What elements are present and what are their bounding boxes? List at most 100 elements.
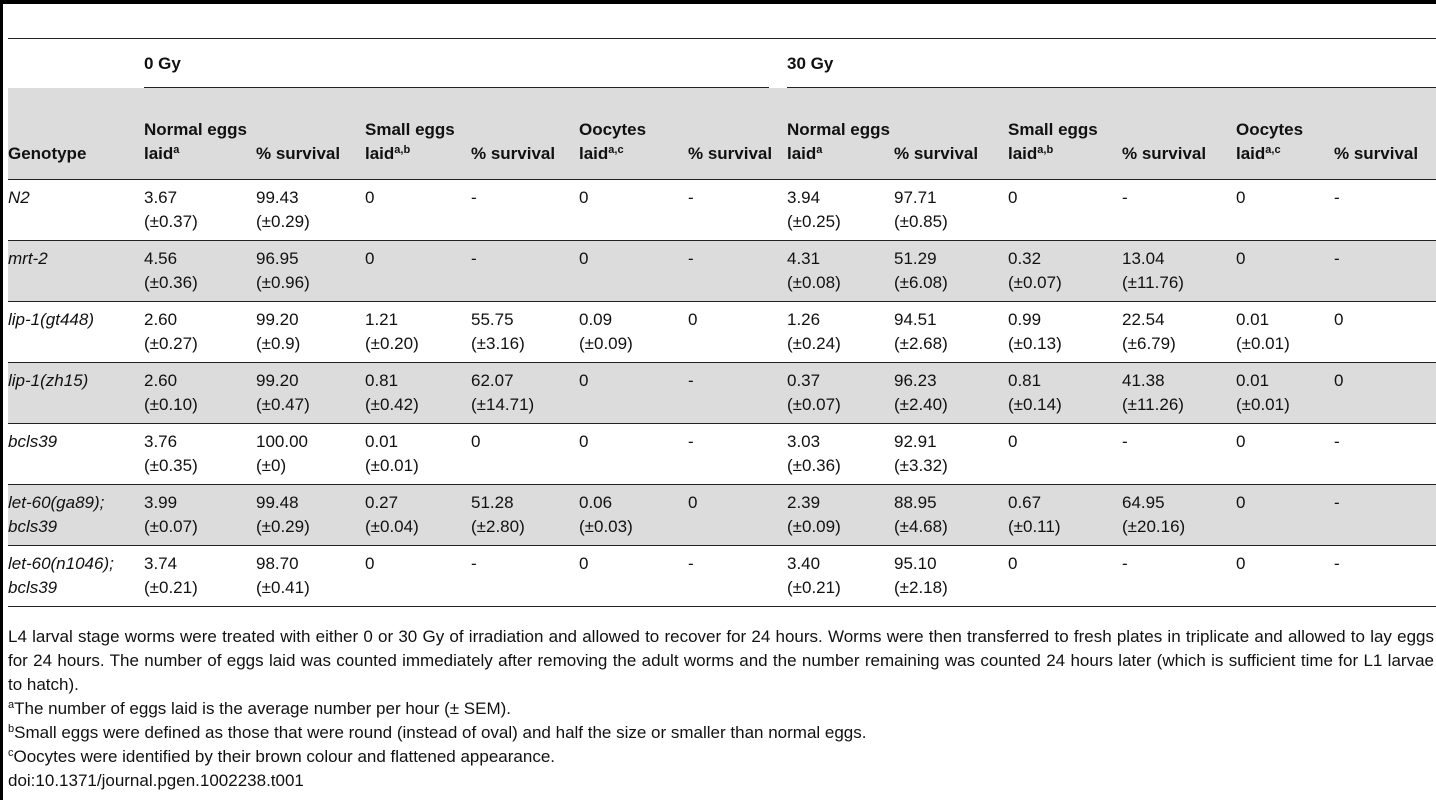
value-cell: 0.06 (±0.03) bbox=[579, 484, 688, 545]
value-cell: 0 bbox=[579, 545, 688, 606]
cell-value: 0 bbox=[579, 553, 589, 573]
col-survival: % survival bbox=[256, 88, 365, 179]
dose-group-0gy: 0 Gy bbox=[144, 54, 181, 73]
cell-value: 3.74 bbox=[144, 553, 178, 573]
cell-value: - bbox=[1334, 187, 1340, 207]
value-cell: 88.95 (±4.68) bbox=[894, 484, 1008, 545]
value-cell: 0 bbox=[688, 301, 787, 362]
cell-sem: (±6.08) bbox=[894, 272, 948, 292]
cell-sem: (±3.32) bbox=[894, 455, 948, 475]
table-row: N2 3.67 (±0.37) 99.43 (±0.29) 0 - 0 - 3.94 (±0.25)… bbox=[8, 179, 1436, 240]
footnote-marker: a,c bbox=[1265, 143, 1281, 156]
cell-value: 0 bbox=[579, 248, 589, 268]
value-cell: 0 bbox=[1236, 484, 1334, 545]
cell-value: 0 bbox=[365, 187, 375, 207]
oocytes-header: Oocytes laid bbox=[579, 119, 647, 163]
value-cell: 0 bbox=[1236, 179, 1334, 240]
footnote-a-text: The number of eggs laid is the average n… bbox=[14, 699, 512, 718]
value-cell: 3.67 (±0.37) bbox=[144, 179, 256, 240]
cell-value: 2.60 bbox=[144, 309, 178, 329]
value-cell: - bbox=[1334, 240, 1436, 301]
cell-value: 0 bbox=[1334, 309, 1344, 329]
col-genotype: Genotype bbox=[8, 88, 144, 179]
footnote-a: aThe number of eggs laid is the average … bbox=[8, 697, 1434, 721]
cell-value: - bbox=[1122, 187, 1128, 207]
cell-value: 0 bbox=[1008, 187, 1018, 207]
cell-value: - bbox=[1334, 248, 1340, 268]
value-cell: 96.23 (±2.40) bbox=[894, 362, 1008, 423]
cell-value: 4.56 bbox=[144, 248, 178, 268]
cell-value: 0 bbox=[1008, 431, 1018, 451]
value-cell: 0 bbox=[579, 179, 688, 240]
value-cell: 2.60 (±0.10) bbox=[144, 362, 256, 423]
cell-sem: (±0.01) bbox=[365, 455, 419, 475]
cell-value: - bbox=[1122, 553, 1128, 573]
footnote-b-marker: b bbox=[8, 723, 15, 735]
cell-value: 0.99 bbox=[1008, 309, 1042, 329]
value-cell: 0.37 (±0.07) bbox=[787, 362, 894, 423]
cell-sem: (±0.36) bbox=[144, 272, 198, 292]
oocytes-header: Oocytes laid bbox=[1236, 119, 1304, 163]
value-cell: 0 bbox=[1008, 179, 1122, 240]
cell-value: 99.48 bbox=[256, 492, 299, 512]
cell-sem: (±0.41) bbox=[256, 577, 310, 597]
cell-value: 0 bbox=[579, 431, 589, 451]
table-row: let-60(ga89); bcls39 3.99 (±0.07) 99.48 (±0.… bbox=[8, 484, 1436, 545]
footnote-marker: a,b bbox=[1037, 143, 1054, 156]
cell-sem: (±0.09) bbox=[579, 333, 633, 353]
value-cell: 0.99 (±0.13) bbox=[1008, 301, 1122, 362]
value-cell: 0.81 (±0.42) bbox=[365, 362, 471, 423]
value-cell: 97.71 (±0.85) bbox=[894, 179, 1008, 240]
cell-value: - bbox=[688, 431, 694, 451]
cell-sem: (±0.13) bbox=[1008, 333, 1062, 353]
genotype-cell: let-60(ga89); bcls39 bbox=[8, 492, 105, 536]
cell-sem: (±0.04) bbox=[365, 516, 419, 536]
value-cell: 3.40 (±0.21) bbox=[787, 545, 894, 606]
cell-value: 0.37 bbox=[787, 370, 821, 390]
cell-value: 22.54 bbox=[1122, 309, 1165, 329]
cell-sem: (±0.37) bbox=[144, 211, 198, 231]
value-cell: 95.10 (±2.18) bbox=[894, 545, 1008, 606]
survival-header: % survival bbox=[1122, 143, 1207, 163]
col-oocytes-30gy: Oocytes laida,c bbox=[1236, 88, 1334, 179]
cell-value: 0.06 bbox=[579, 492, 613, 512]
cell-value: - bbox=[688, 553, 694, 573]
cell-sem: (±11.76) bbox=[1122, 272, 1184, 292]
doi-link[interactable]: doi:10.1371/journal.pgen.1002238.t001 bbox=[8, 771, 304, 790]
value-cell: 0.32 (±0.07) bbox=[1008, 240, 1122, 301]
cell-value: 0 bbox=[471, 431, 481, 451]
cell-sem: (±0) bbox=[256, 455, 287, 475]
value-cell: - bbox=[471, 240, 579, 301]
table-body: N2 3.67 (±0.37) 99.43 (±0.29) 0 - 0 - 3.94 (±0.25)… bbox=[8, 179, 1436, 606]
cell-value: 41.38 bbox=[1122, 370, 1165, 390]
genotype-cell: lip-1(gt448) bbox=[8, 309, 94, 329]
cell-sem: (±0.09) bbox=[787, 516, 841, 536]
value-cell: 2.39 (±0.09) bbox=[787, 484, 894, 545]
cell-value: 0.81 bbox=[1008, 370, 1042, 390]
value-cell: 1.26 (±0.24) bbox=[787, 301, 894, 362]
cell-value: 51.28 bbox=[471, 492, 514, 512]
table-top-rule bbox=[8, 38, 1436, 39]
value-cell: 0.67 (±0.11) bbox=[1008, 484, 1122, 545]
cell-value: - bbox=[688, 187, 694, 207]
cell-value: 2.60 bbox=[144, 370, 178, 390]
cell-sem: (±6.79) bbox=[1122, 333, 1176, 353]
survival-header: % survival bbox=[256, 143, 341, 163]
value-cell: 94.51 (±2.68) bbox=[894, 301, 1008, 362]
cell-value: 51.29 bbox=[894, 248, 937, 268]
footnote-c: cOocytes were identified by their brown … bbox=[8, 745, 1434, 769]
cell-sem: (±2.40) bbox=[894, 394, 948, 414]
survival-header: % survival bbox=[894, 143, 979, 163]
table-row: bcls39 3.76 (±0.35) 100.00 (±0) 0.01 (±0.01) 0 0… bbox=[8, 423, 1436, 484]
value-cell: 100.00 (±0) bbox=[256, 423, 365, 484]
value-cell: 2.60 (±0.27) bbox=[144, 301, 256, 362]
value-cell: 3.99 (±0.07) bbox=[144, 484, 256, 545]
cell-value: 100.00 bbox=[256, 431, 308, 451]
value-cell: 64.95 (±20.16) bbox=[1122, 484, 1236, 545]
value-cell: - bbox=[1334, 545, 1436, 606]
value-cell: 0 bbox=[365, 179, 471, 240]
value-cell: - bbox=[688, 545, 787, 606]
value-cell: 0 bbox=[1334, 301, 1436, 362]
value-cell: 0.01 (±0.01) bbox=[1236, 301, 1334, 362]
genotype-cell: bcls39 bbox=[8, 431, 58, 451]
